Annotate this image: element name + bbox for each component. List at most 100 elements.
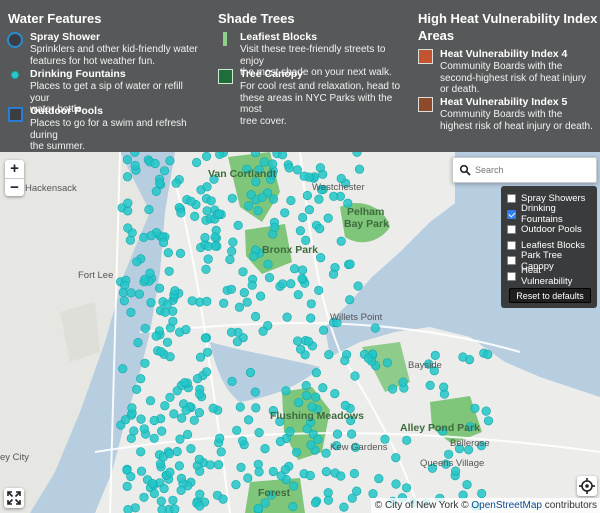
drinking-fountain-marker[interactable]	[314, 194, 324, 204]
drinking-fountain-marker[interactable]	[171, 178, 181, 188]
drinking-fountain-marker[interactable]	[294, 398, 304, 408]
drinking-fountain-marker[interactable]	[288, 501, 298, 512]
drinking-fountain-marker[interactable]	[122, 154, 132, 165]
drinking-fountain-marker[interactable]	[145, 396, 156, 406]
drinking-fountain-marker[interactable]	[251, 403, 261, 413]
drinking-fountain-marker[interactable]	[315, 163, 326, 173]
drinking-fountain-marker[interactable]	[194, 454, 204, 464]
drinking-fountain-marker[interactable]	[157, 505, 167, 513]
drinking-fountain-marker[interactable]	[160, 307, 170, 317]
drinking-fountain-marker[interactable]	[140, 323, 150, 333]
layer-checkbox[interactable]	[507, 240, 516, 250]
drinking-fountain-marker[interactable]	[323, 495, 334, 505]
layer-leafiest-blocks[interactable]: Leafiest Blocks	[507, 238, 591, 254]
drinking-fountain-marker[interactable]	[470, 403, 480, 413]
drinking-fountain-marker[interactable]	[172, 386, 182, 396]
drinking-fountain-marker[interactable]	[159, 166, 170, 176]
drinking-fountain-marker[interactable]	[340, 400, 350, 410]
drinking-fountain-marker[interactable]	[195, 501, 205, 511]
drinking-fountain-marker[interactable]	[301, 391, 312, 401]
drinking-fountain-marker[interactable]	[139, 492, 149, 502]
drinking-fountain-marker[interactable]	[215, 433, 225, 443]
drinking-fountain-marker[interactable]	[136, 374, 146, 384]
drinking-fountain-marker[interactable]	[424, 359, 434, 369]
drinking-fountain-marker[interactable]	[313, 434, 323, 445]
drinking-fountain-marker[interactable]	[168, 495, 178, 505]
drinking-fountain-marker[interactable]	[234, 302, 244, 312]
drinking-fountain-marker[interactable]	[302, 190, 313, 201]
drinking-fountain-marker[interactable]	[227, 376, 237, 386]
drinking-fountain-marker[interactable]	[293, 290, 303, 300]
drinking-fountain-marker[interactable]	[164, 266, 174, 276]
locate-me-button[interactable]	[577, 476, 597, 496]
drinking-fountain-marker[interactable]	[306, 313, 316, 323]
drinking-fountain-marker[interactable]	[219, 298, 229, 308]
drinking-fountain-marker[interactable]	[192, 157, 202, 168]
drinking-fountain-marker[interactable]	[307, 402, 317, 412]
drinking-fountain-marker[interactable]	[268, 466, 278, 477]
drinking-fountain-marker[interactable]	[306, 440, 316, 450]
drinking-fountain-marker[interactable]	[266, 490, 276, 500]
drinking-fountain-marker[interactable]	[425, 380, 435, 390]
drinking-fountain-marker[interactable]	[321, 467, 332, 477]
fullscreen-button[interactable]	[4, 488, 24, 508]
drinking-fountain-marker[interactable]	[304, 205, 315, 215]
drinking-fountain-marker[interactable]	[268, 194, 279, 204]
drinking-fountain-marker[interactable]	[150, 158, 160, 169]
drinking-fountain-marker[interactable]	[336, 173, 346, 184]
drinking-fountain-marker[interactable]	[176, 473, 186, 484]
drinking-fountain-marker[interactable]	[216, 447, 226, 457]
drinking-fountain-marker[interactable]	[172, 446, 182, 457]
drinking-fountain-marker[interactable]	[168, 316, 178, 326]
drinking-fountain-marker[interactable]	[235, 402, 245, 412]
drinking-fountain-marker[interactable]	[330, 389, 340, 399]
drinking-fountain-marker[interactable]	[130, 160, 140, 171]
drinking-fountain-marker[interactable]	[136, 466, 147, 476]
drinking-fountain-marker[interactable]	[318, 383, 328, 393]
drinking-fountain-marker[interactable]	[181, 325, 191, 335]
drinking-fountain-marker[interactable]	[155, 178, 165, 188]
drinking-fountain-marker[interactable]	[242, 297, 252, 307]
drinking-fountain-marker[interactable]	[280, 208, 290, 218]
drinking-fountain-marker[interactable]	[298, 212, 308, 223]
layer-checkbox[interactable]	[507, 256, 516, 266]
drinking-fountain-marker[interactable]	[231, 480, 241, 490]
drinking-fountain-marker[interactable]	[268, 159, 278, 169]
drinking-fountain-marker[interactable]	[149, 415, 159, 426]
drinking-fountain-marker[interactable]	[299, 171, 309, 181]
drinking-fountain-marker[interactable]	[290, 264, 300, 274]
drinking-fountain-marker[interactable]	[205, 460, 215, 470]
drinking-fountain-marker[interactable]	[195, 389, 205, 399]
drinking-fountain-marker[interactable]	[347, 493, 357, 503]
drinking-fountain-marker[interactable]	[118, 364, 128, 374]
drinking-fountain-marker[interactable]	[275, 416, 285, 427]
drinking-fountain-marker[interactable]	[346, 415, 356, 426]
drinking-fountain-marker[interactable]	[123, 206, 133, 216]
drinking-fountain-marker[interactable]	[151, 331, 161, 341]
drinking-fountain-marker[interactable]	[232, 425, 242, 435]
drinking-fountain-marker[interactable]	[483, 416, 494, 426]
drinking-fountain-marker[interactable]	[310, 498, 321, 508]
drinking-fountain-marker[interactable]	[195, 489, 205, 499]
drinking-fountain-marker[interactable]	[259, 157, 270, 167]
drinking-fountain-marker[interactable]	[251, 177, 261, 187]
drinking-fountain-marker[interactable]	[323, 213, 333, 223]
drinking-fountain-marker[interactable]	[391, 479, 401, 489]
drinking-fountain-marker[interactable]	[285, 426, 295, 437]
drinking-fountain-marker[interactable]	[165, 467, 175, 477]
drinking-fountain-marker[interactable]	[340, 355, 350, 366]
drinking-fountain-marker[interactable]	[319, 325, 329, 335]
drinking-fountain-marker[interactable]	[398, 377, 408, 387]
drinking-fountain-marker[interactable]	[149, 488, 159, 499]
drinking-fountain-marker[interactable]	[282, 312, 292, 322]
drinking-fountain-marker[interactable]	[236, 462, 246, 473]
drinking-fountain-marker[interactable]	[194, 408, 204, 418]
drinking-fountain-marker[interactable]	[151, 186, 161, 197]
drinking-fountain-marker[interactable]	[120, 415, 131, 425]
drinking-fountain-marker[interactable]	[176, 485, 186, 496]
drinking-fountain-marker[interactable]	[297, 273, 307, 284]
zoom-out-button[interactable]: −	[5, 178, 24, 196]
drinking-fountain-marker[interactable]	[427, 463, 438, 473]
drinking-fountain-marker[interactable]	[332, 429, 343, 439]
drinking-fountain-marker[interactable]	[477, 488, 487, 499]
